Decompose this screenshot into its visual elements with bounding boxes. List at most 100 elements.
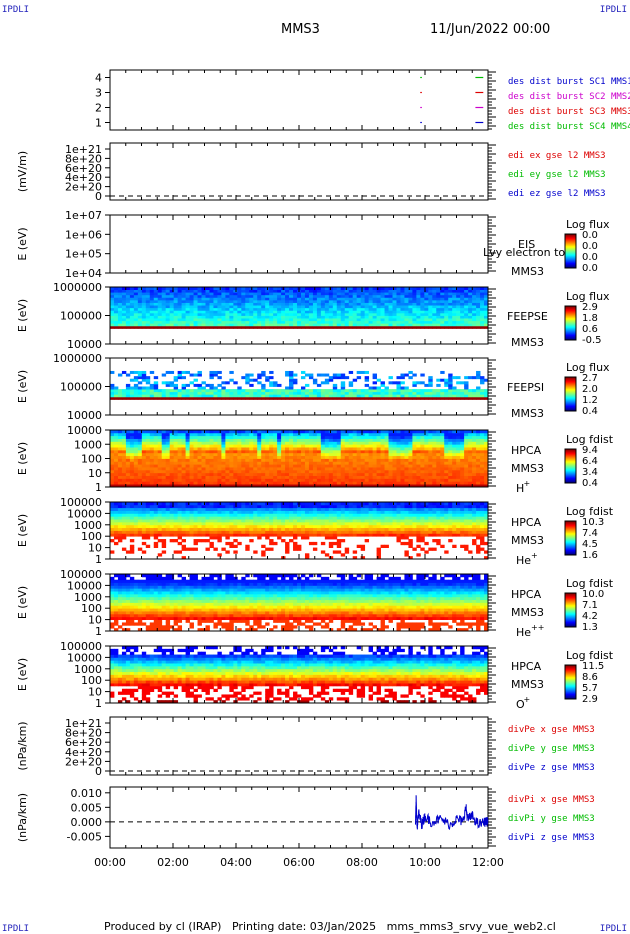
heatmap-cell xyxy=(364,464,370,468)
heatmap-cell xyxy=(344,310,350,314)
heatmap-cell xyxy=(404,430,409,434)
heatmap-cell xyxy=(113,305,119,309)
heatmap-cell xyxy=(269,432,274,437)
heatmap-cell xyxy=(312,438,318,442)
heatmap-cell xyxy=(133,467,139,471)
heatmap-cell xyxy=(157,299,163,303)
heatmap-cell xyxy=(121,318,127,322)
heatmap-cell xyxy=(328,297,334,301)
heatmap-cell xyxy=(420,478,425,482)
heatmap-cell xyxy=(452,391,457,395)
heatmap-cell xyxy=(269,469,274,474)
heatmap-cell xyxy=(145,467,151,471)
heatmap-cell xyxy=(110,469,115,474)
heatmap-cell xyxy=(197,383,202,387)
heatmap-cell xyxy=(300,441,306,445)
heatmap-cell xyxy=(249,389,254,393)
colorbar-swatch xyxy=(565,462,576,464)
heatmap-cell xyxy=(432,441,437,445)
heatmap-cell xyxy=(173,394,179,398)
heatmap-cell xyxy=(436,458,441,462)
heatmap-cell xyxy=(364,432,370,437)
heatmap-cell xyxy=(233,475,238,479)
heatmap-cell xyxy=(153,467,159,471)
heatmap-cell xyxy=(173,325,179,329)
y-tick-label: 100000 xyxy=(60,310,102,323)
heatmap-cell xyxy=(117,530,123,534)
heatmap-cell xyxy=(312,294,318,298)
heatmap-cell xyxy=(293,478,298,482)
heatmap-cell xyxy=(448,320,453,324)
heatmap-cell xyxy=(110,524,115,529)
heatmap-cell xyxy=(149,396,155,400)
heatmap-cell xyxy=(193,312,198,316)
heatmap-cell xyxy=(320,432,326,437)
heatmap-cell xyxy=(464,438,469,442)
heatmap-cell xyxy=(181,320,186,324)
heatmap-cell xyxy=(364,484,370,488)
heatmap-cell xyxy=(149,394,155,398)
heatmap-cell xyxy=(408,441,413,445)
heatmap-cell xyxy=(344,307,350,311)
heatmap-cell xyxy=(189,307,194,311)
heatmap-cell xyxy=(257,430,262,434)
heatmap-cell xyxy=(265,307,270,311)
heatmap-cell xyxy=(217,396,222,400)
heatmap-cell xyxy=(324,315,330,319)
heatmap-cell xyxy=(153,381,159,385)
colorbar-swatch xyxy=(565,234,576,236)
heatmap-cell xyxy=(452,305,457,309)
heatmap-cell xyxy=(201,449,206,454)
heatmap-cell xyxy=(404,389,409,393)
heatmap-cell xyxy=(392,449,397,454)
heatmap-cell xyxy=(245,299,250,303)
heatmap-cell xyxy=(141,530,147,534)
heatmap-cell xyxy=(185,305,190,309)
heatmap-cell xyxy=(360,464,366,468)
heatmap-cell xyxy=(129,481,135,485)
heatmap-cell xyxy=(225,452,230,457)
heatmap-cell xyxy=(440,441,445,445)
heatmap-cell xyxy=(336,318,342,322)
heatmap-cell xyxy=(237,312,242,316)
heatmap-cell xyxy=(277,481,282,485)
heatmap-cell xyxy=(233,391,238,395)
heatmap-cell xyxy=(209,287,214,290)
heatmap-cell xyxy=(241,464,246,468)
heatmap-cell xyxy=(293,294,298,298)
heatmap-cell xyxy=(249,455,254,459)
heatmap-cell xyxy=(185,461,190,465)
heatmap-cell xyxy=(416,449,421,454)
heatmap-cell xyxy=(189,447,194,451)
heatmap-cell xyxy=(133,481,139,485)
heatmap-cell xyxy=(412,455,417,459)
heatmap-cell xyxy=(169,481,175,485)
heatmap-cell xyxy=(133,289,139,293)
heatmap-cell xyxy=(484,438,489,442)
heatmap-cell xyxy=(364,396,370,400)
heatmap-cell xyxy=(213,481,218,485)
heatmap-cell xyxy=(289,464,294,468)
heatmap-cell xyxy=(153,310,159,314)
heatmap-cell xyxy=(368,294,374,298)
heatmap-cell xyxy=(316,292,322,296)
heatmap-cell xyxy=(344,452,350,457)
heatmap-cell xyxy=(380,323,385,327)
heatmap-cell xyxy=(217,458,222,462)
heatmap-cell xyxy=(352,458,358,462)
heatmap-cell xyxy=(110,318,115,322)
heatmap-cell xyxy=(157,394,163,398)
heatmap-cell xyxy=(356,438,362,442)
heatmap-cell xyxy=(193,481,198,485)
heatmap-cell xyxy=(408,472,413,476)
heatmap-cell xyxy=(181,391,186,395)
corner-label-top-right: IPDLI xyxy=(599,5,627,15)
heatmap-cell xyxy=(400,432,405,437)
legend-entry: des dist burst SC3 MMS3 xyxy=(508,107,630,117)
heatmap-cell xyxy=(121,449,127,454)
heatmap-cell xyxy=(201,307,206,311)
heatmap-cell xyxy=(117,430,123,434)
heatmap-cell xyxy=(404,302,409,306)
heatmap-cell xyxy=(189,435,194,439)
